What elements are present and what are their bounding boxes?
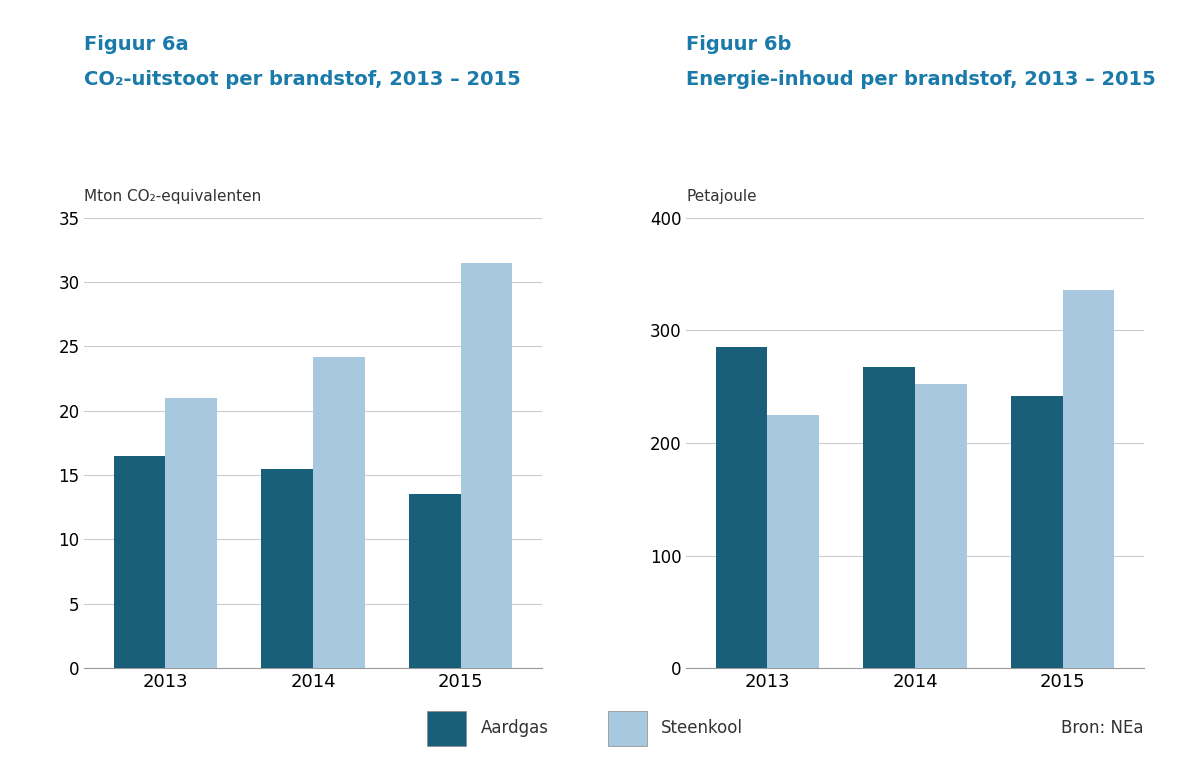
Bar (409, 494, 461, 668)
Text: Energie-inhoud per brandstof, 2013 – 2015: Energie-inhoud per brandstof, 2013 – 201… (686, 70, 1156, 89)
Text: Figuur 6b: Figuur 6b (686, 35, 792, 54)
Bar (1063, 290, 1114, 668)
Text: Figuur 6a: Figuur 6a (84, 35, 189, 54)
Bar (716, 347, 767, 668)
Bar (915, 385, 967, 668)
Bar (313, 357, 365, 668)
Bar (461, 263, 512, 668)
Text: CO₂-uitstoot per brandstof, 2013 – 2015: CO₂-uitstoot per brandstof, 2013 – 2015 (84, 70, 521, 89)
Text: Petajoule: Petajoule (686, 189, 757, 204)
Bar (114, 456, 165, 668)
Text: Steenkool: Steenkool (661, 720, 743, 737)
Bar (1011, 395, 1063, 668)
Text: Mton CO₂-equivalenten: Mton CO₂-equivalenten (84, 189, 261, 204)
Text: Bron: NEa: Bron: NEa (1061, 720, 1144, 737)
Bar (767, 415, 819, 668)
Text: Aardgas: Aardgas (480, 720, 548, 737)
Bar (863, 368, 915, 668)
Bar (261, 469, 313, 668)
Bar (165, 398, 217, 668)
